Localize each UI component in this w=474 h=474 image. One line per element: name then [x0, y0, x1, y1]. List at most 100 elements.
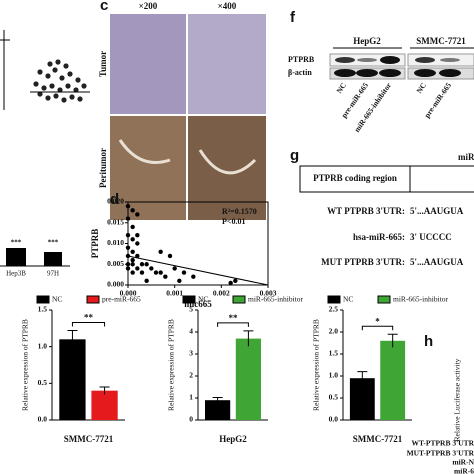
- point: [135, 266, 140, 271]
- significance: ***: [11, 239, 22, 247]
- point: [153, 270, 159, 275]
- point: [130, 237, 135, 242]
- y-tick-label: 0.010: [107, 238, 124, 247]
- sequence: 3' UCCCC: [410, 232, 452, 242]
- y-tick-label: 1: [189, 393, 193, 402]
- region-label: PTPRB coding region: [313, 173, 397, 183]
- trend-line: [127, 255, 269, 286]
- y-tick-label: 1.5: [38, 305, 48, 314]
- bar: [91, 390, 118, 420]
- y-tick-label: 0.0: [38, 415, 48, 424]
- point: [125, 253, 131, 259]
- partial-bars: [0, 248, 70, 267]
- x-tick-label: 0.001: [166, 289, 183, 298]
- y-tick-label: 0.0: [329, 415, 339, 424]
- significance: ***: [48, 239, 59, 247]
- point: [130, 270, 135, 275]
- point: [125, 216, 131, 221]
- y-axis-title: Relative expression of PTPRB: [167, 319, 176, 411]
- point: [167, 253, 173, 259]
- y-tick-label: 0.015: [107, 217, 124, 226]
- y-tick-label: 1.0: [329, 371, 339, 380]
- error-bar: [212, 397, 223, 403]
- sequence: 5'...AAUGUA: [410, 257, 464, 267]
- legend-label: NC: [198, 295, 208, 304]
- point: [135, 233, 140, 238]
- legend-label: NC: [52, 295, 62, 304]
- y-axis-title: Relative expression of PTPRB: [21, 319, 30, 411]
- bar: [235, 338, 261, 420]
- bar: [380, 340, 406, 420]
- legend-swatch: [327, 295, 341, 304]
- x-tick-label: 0.002: [213, 289, 230, 298]
- significance: *: [375, 316, 380, 326]
- axis-title: Relative Luciferase activity: [453, 358, 462, 441]
- bar: [349, 378, 375, 420]
- partial-dot-plot: [0, 30, 90, 110]
- point: [191, 274, 196, 279]
- y-tick-label: 2.0: [329, 327, 339, 336]
- column-header: ×200: [139, 1, 158, 11]
- annotation: P<0.01: [222, 217, 245, 226]
- panel-label: f: [290, 9, 296, 26]
- point: [233, 278, 238, 284]
- category-label: SMMC-7721: [64, 434, 114, 444]
- category-label: Hep3B: [6, 270, 26, 278]
- micrographs: [110, 14, 266, 220]
- point: [158, 249, 163, 254]
- y-tick-label: 0.5: [38, 378, 48, 387]
- point: [177, 278, 182, 284]
- sequence-name: MUT PTPRB 3'UTR:: [321, 257, 405, 267]
- point: [139, 270, 145, 275]
- point: [163, 274, 168, 279]
- legend-label: miR-665-inhibitor: [248, 295, 304, 304]
- category-label: SMMC-7721: [353, 434, 403, 444]
- point: [125, 262, 131, 267]
- panel-label: g: [290, 147, 299, 164]
- x-tick-label: 0.000: [120, 289, 137, 298]
- gene-diagram: [299, 165, 474, 193]
- panel-label: d: [110, 191, 119, 208]
- blot-row-label: PTPRB: [288, 55, 315, 64]
- point: [144, 262, 149, 267]
- legend-label: miR-665-inhibitor: [393, 295, 449, 304]
- point: [130, 208, 135, 213]
- point: [172, 266, 177, 271]
- y-tick-label: 2.5: [329, 305, 339, 314]
- point: [135, 253, 140, 259]
- point: [125, 245, 131, 250]
- x-axis-title: mic665: [184, 299, 212, 309]
- legend-swatch: [86, 295, 100, 304]
- significance-bracket: [71, 322, 106, 327]
- point: [125, 233, 131, 238]
- bar: [205, 400, 231, 420]
- column-header: ×400: [218, 1, 237, 11]
- category-label: HepG2: [219, 434, 247, 444]
- legend-swatch: [182, 295, 196, 304]
- y-axis-title: Relative expression of PTPRB: [312, 319, 321, 411]
- panel-label: c: [100, 0, 108, 14]
- y-tick-label: 4: [189, 327, 193, 336]
- bar: [59, 339, 86, 420]
- x-tick-label: 0.003: [260, 289, 277, 298]
- sequence-name: WT PTPRB 3'UTR:: [327, 206, 405, 216]
- y-tick-label: 1.5: [329, 349, 339, 358]
- western-blots: [329, 47, 474, 80]
- blot-row-label: β-actin: [288, 68, 312, 77]
- group-label: HepG2: [353, 36, 381, 46]
- error-bar: [99, 386, 110, 395]
- sequence-name: hsa-miR-665:: [353, 232, 405, 242]
- point: [158, 270, 163, 275]
- y-tick-label: 0.000: [107, 280, 124, 289]
- y-tick-label: 0.020: [107, 197, 124, 206]
- significance-bracket: [361, 325, 394, 331]
- error-bar: [357, 371, 368, 385]
- point: [149, 266, 154, 271]
- y-tick-label: 0: [189, 415, 193, 424]
- point: [144, 278, 149, 284]
- point: [125, 266, 131, 271]
- legend-swatch: [36, 295, 50, 304]
- point: [125, 203, 131, 209]
- y-tick-label: 0.5: [329, 393, 339, 402]
